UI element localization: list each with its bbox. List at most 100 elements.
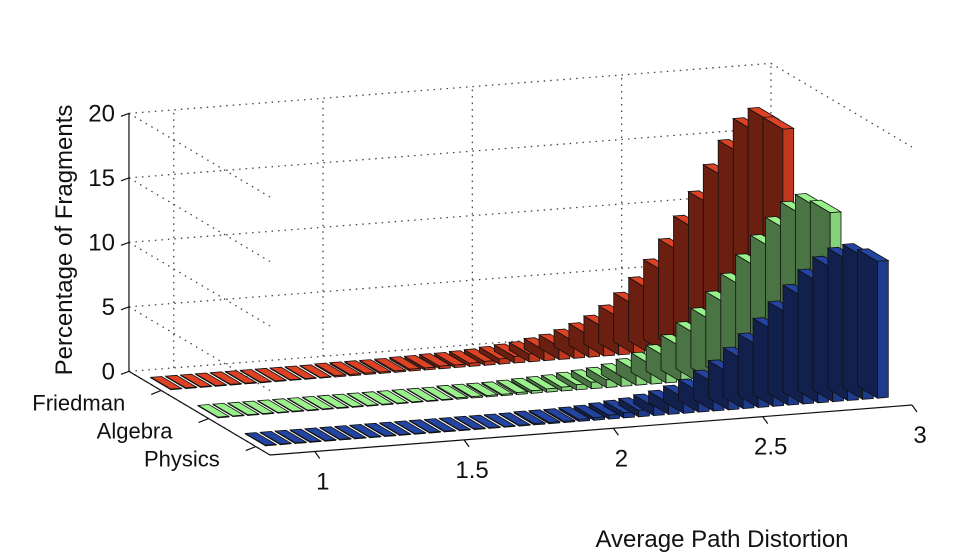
bar — [239, 369, 273, 384]
bar — [259, 430, 293, 446]
x-tick-mark — [314, 451, 321, 459]
x-tick-label: 1 — [316, 469, 329, 496]
bar — [274, 429, 308, 445]
bar — [438, 417, 472, 432]
bar — [408, 419, 442, 434]
bar — [463, 348, 497, 367]
y-tick-mark — [120, 306, 130, 311]
bar — [346, 392, 380, 407]
bar — [313, 362, 347, 378]
bar — [587, 402, 621, 420]
x-tick-label: 3 — [913, 422, 926, 449]
bar — [211, 402, 245, 418]
x-tick-label: 2 — [615, 445, 628, 472]
x-tick-mark — [612, 427, 619, 436]
bar — [468, 414, 502, 430]
bar — [403, 354, 437, 371]
x-tick-mark — [762, 416, 769, 424]
y-tick-label: 5 — [102, 294, 115, 321]
y-tick-label: 20 — [88, 100, 115, 127]
bar — [196, 404, 231, 419]
bar-series — [149, 106, 795, 391]
bar — [856, 248, 890, 399]
y-tick-mark — [120, 112, 130, 117]
bar — [271, 398, 305, 413]
bar — [318, 426, 353, 441]
y-tick-mark — [120, 370, 130, 375]
bar — [149, 376, 183, 391]
bar — [333, 425, 367, 440]
bar — [572, 404, 606, 422]
bar — [301, 395, 335, 411]
bar — [393, 420, 427, 435]
bar — [244, 432, 278, 447]
bar — [179, 373, 213, 389]
bar — [254, 367, 288, 383]
bar — [298, 364, 333, 379]
bar — [435, 384, 469, 400]
grid-line — [770, 62, 913, 148]
bar — [480, 381, 514, 397]
bar-series — [244, 243, 890, 447]
bar — [269, 366, 303, 382]
y-tick-mark — [120, 241, 130, 246]
grid-line — [128, 177, 271, 263]
bar — [527, 409, 562, 425]
y-tick-mark — [120, 177, 130, 182]
row-category-label: Friedman — [32, 390, 125, 415]
x-tick-label: 2.5 — [754, 434, 787, 461]
y-axis-label: Percentage of Fragments — [51, 105, 78, 376]
bar — [209, 371, 243, 386]
bar — [224, 370, 258, 385]
bar — [542, 408, 576, 424]
bar — [483, 413, 517, 428]
bar — [378, 421, 412, 437]
grid-line — [128, 241, 271, 327]
bar — [256, 399, 290, 414]
x-tick-mark — [463, 439, 470, 448]
y-tick-label: 15 — [88, 165, 115, 192]
bar — [510, 377, 544, 395]
x-tick-label: 1.5 — [455, 457, 488, 484]
bar — [331, 393, 365, 409]
x-axis-line — [269, 404, 913, 456]
bar — [423, 418, 457, 433]
x-axis-label: Average Path Distortion — [595, 526, 848, 553]
bar — [348, 423, 382, 439]
bar — [557, 406, 591, 423]
bar — [433, 351, 467, 369]
bar — [241, 400, 275, 416]
bar — [450, 383, 484, 399]
bar — [316, 394, 350, 410]
bar — [391, 388, 425, 404]
bar — [164, 374, 198, 390]
grid-line — [128, 62, 772, 115]
bar — [303, 427, 338, 442]
bar — [286, 397, 320, 412]
bar — [418, 353, 452, 370]
bar — [226, 401, 260, 417]
bar — [376, 390, 410, 405]
bar — [284, 365, 318, 381]
bar — [465, 382, 499, 398]
y-tick-label: 10 — [88, 229, 115, 256]
bar — [420, 386, 455, 402]
row-axis-line — [128, 370, 271, 456]
bar — [343, 360, 377, 376]
bar — [498, 412, 532, 427]
bar — [453, 415, 487, 431]
y-tick-label: 0 — [102, 358, 115, 385]
bar — [540, 374, 574, 392]
bar — [194, 372, 228, 388]
bar — [358, 359, 392, 375]
bar — [448, 350, 482, 368]
row-tick-mark — [245, 446, 257, 452]
row-category-label: Algebra — [97, 419, 174, 444]
grid-line — [128, 112, 271, 198]
tick-labels: 0 5 10 15 20 1 1.5 2 2.5 3 Friedman Algebra Physics — [32, 100, 926, 495]
bar — [405, 387, 440, 403]
axes — [120, 112, 918, 459]
row-tick-mark — [150, 389, 162, 396]
